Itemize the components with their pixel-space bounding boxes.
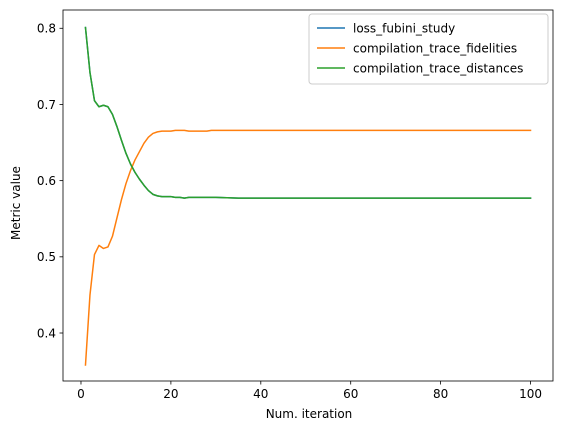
x-axis-label: Num. iteration [266, 407, 353, 421]
legend-label-compilation_trace_distances: compilation_trace_distances [353, 61, 523, 75]
y-tick-label: 0.7 [37, 98, 56, 112]
legend-label-compilation_trace_fidelities: compilation_trace_fidelities [353, 41, 517, 55]
x-tick-label: 20 [163, 387, 178, 401]
axes-frame [62, 9, 554, 382]
x-tick-label: 100 [519, 387, 542, 401]
y-tick-label: 0.5 [37, 250, 56, 264]
y-tick-label: 0.6 [37, 174, 56, 188]
legend-label-loss_fubini_study: loss_fubini_study [353, 21, 455, 35]
x-tick-label: 60 [343, 387, 358, 401]
legend-box [308, 13, 549, 85]
series-line-compilation_trace_fidelities [84, 129, 532, 366]
y-tick-label: 0.4 [37, 326, 56, 340]
y-axis-label: Metric value [9, 166, 23, 240]
x-axis-ticks: 0 20 40 60 80 100 [77, 381, 542, 401]
x-tick-label: 80 [433, 387, 448, 401]
x-tick-label: 40 [253, 387, 268, 401]
legend: loss_fubini_study compilation_trace_fidel… [308, 13, 549, 85]
series-layer [84, 26, 532, 366]
series-line-compilation_trace_distances [84, 26, 532, 199]
y-tick-label: 0.8 [37, 22, 56, 36]
y-axis-ticks: 0.4 0.5 0.6 0.7 0.8 [37, 22, 63, 340]
x-tick-label: 0 [77, 387, 85, 401]
